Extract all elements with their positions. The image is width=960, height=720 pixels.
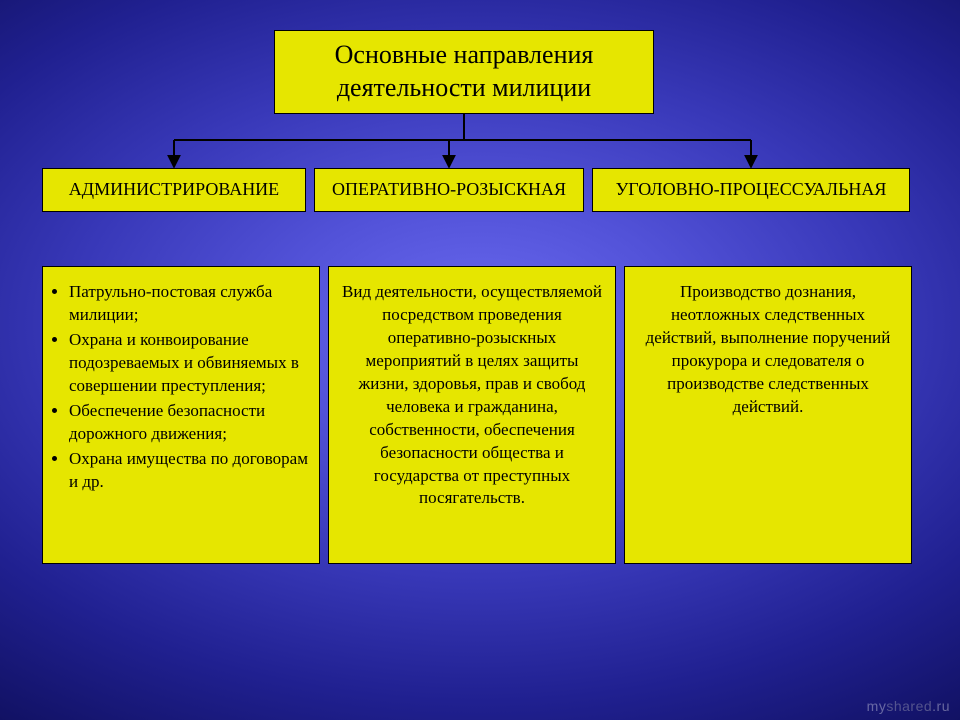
category-operative: ОПЕРАТИВНО-РОЗЫСКНАЯ (314, 168, 584, 212)
description-operative: Вид деятельности, осуществляемой посредс… (328, 266, 616, 564)
list-item: Обеспечение безопасности дорожного движе… (69, 400, 309, 446)
category-label: УГОЛОВНО-ПРОЦЕССУАЛЬНАЯ (616, 179, 887, 199)
category-label: ОПЕРАТИВНО-РОЗЫСКНАЯ (332, 179, 566, 199)
description-admin: Патрульно-постовая служба милиции;Охрана… (42, 266, 320, 564)
title-line-1: Основные направления (335, 40, 594, 69)
description-criminal-procedure-text: Производство дознания, неотложных следст… (646, 282, 891, 416)
category-label: АДМИНИСТРИРОВАНИЕ (69, 179, 279, 199)
category-admin: АДМИНИСТРИРОВАНИЕ (42, 168, 306, 212)
title-box: Основные направления деятельности милици… (274, 30, 654, 114)
title-line-2: деятельности милиции (337, 73, 591, 102)
watermark: myshared.ru (867, 698, 950, 714)
description-criminal-procedure: Производство дознания, неотложных следст… (624, 266, 912, 564)
watermark-my: my (867, 698, 887, 714)
list-item: Охрана и конвоирование подозреваемых и о… (69, 329, 309, 398)
list-item: Охрана имущества по договорам и др. (69, 448, 309, 494)
description-operative-text: Вид деятельности, осуществляемой посредс… (342, 282, 602, 507)
watermark-dot-ru: .ru (932, 698, 950, 714)
category-criminal-procedure: УГОЛОВНО-ПРОЦЕССУАЛЬНАЯ (592, 168, 910, 212)
watermark-shared: shared (886, 698, 932, 714)
list-item: Патрульно-постовая служба милиции; (69, 281, 309, 327)
description-admin-list: Патрульно-постовая служба милиции;Охрана… (53, 281, 309, 493)
